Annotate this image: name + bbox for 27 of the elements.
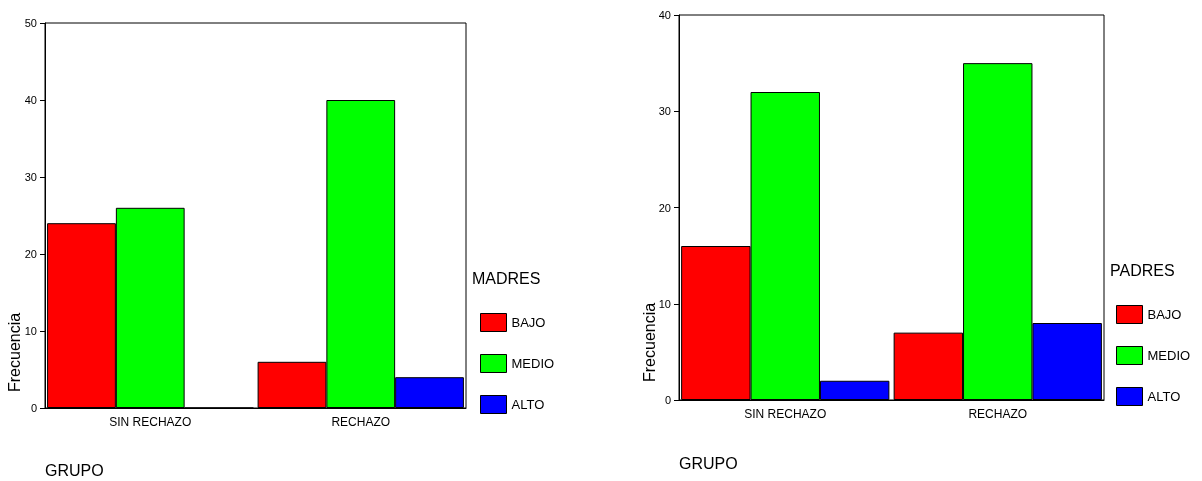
y-tick-label: 0 xyxy=(30,402,37,414)
x-tick-label: RECHAZO xyxy=(968,407,1028,421)
y-axis-title: Frecuencia xyxy=(5,312,23,392)
y-tick-label: 40 xyxy=(658,9,671,21)
y-tick-label: 30 xyxy=(24,171,37,183)
y-tick-label: 10 xyxy=(658,297,671,310)
legend-label: ALTO xyxy=(511,397,545,412)
x-axis-title: GRUPO xyxy=(679,454,738,472)
y-tick-label: 40 xyxy=(24,94,37,106)
y-tick-label: 0 xyxy=(664,394,671,406)
legend-title: PADRES xyxy=(1110,261,1175,279)
x-tick-label: RECHAZO xyxy=(331,415,391,429)
y-tick-label: 30 xyxy=(658,105,671,118)
y-tick-label: 20 xyxy=(658,201,671,214)
x-tick-label: SIN RECHAZO xyxy=(744,407,827,421)
legend-label: BAJO xyxy=(1147,307,1182,322)
y-axis-title: Frecuencia xyxy=(640,302,658,382)
x-axis-title: GRUPO xyxy=(45,461,104,479)
legend-label: MEDIO xyxy=(1147,348,1191,363)
legend-label: ALTO xyxy=(1147,389,1181,404)
y-tick-label: 50 xyxy=(24,17,37,29)
x-tick-label: SIN RECHAZO xyxy=(109,415,192,429)
legend-label: MEDIO xyxy=(511,356,555,371)
y-tick-label: 10 xyxy=(24,325,37,337)
legend-label: BAJO xyxy=(511,315,546,330)
y-tick-label: 20 xyxy=(24,248,37,260)
legend-title: MADRES xyxy=(472,269,541,287)
